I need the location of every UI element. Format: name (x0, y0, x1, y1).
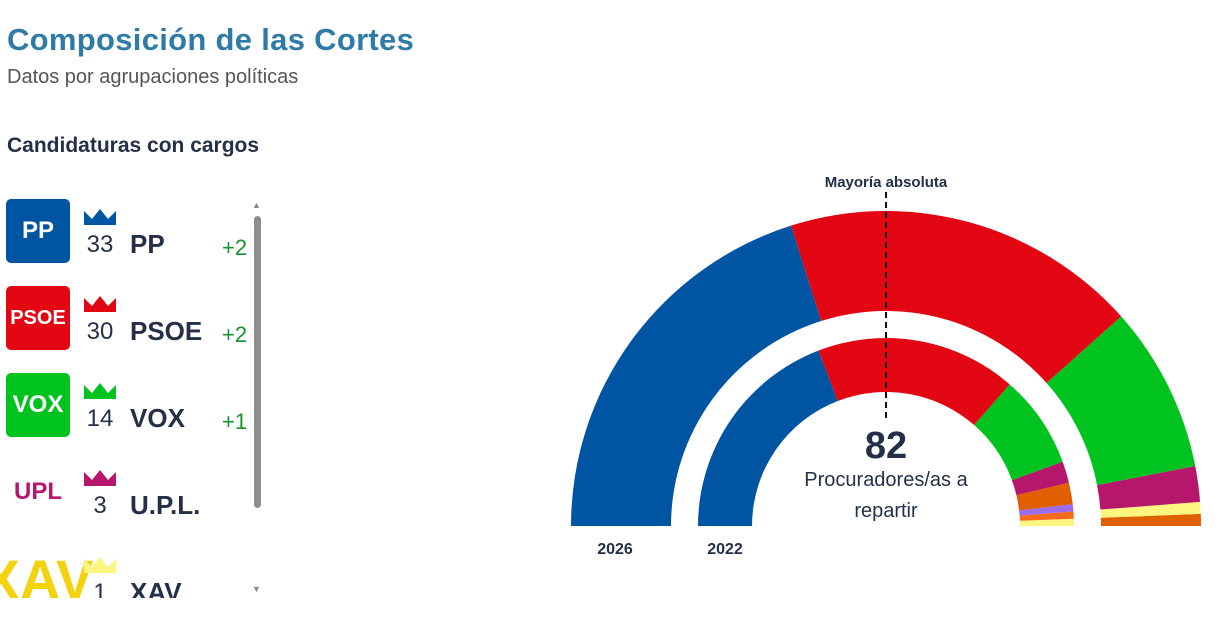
page-title: Composición de las Cortes (7, 22, 415, 57)
party-item[interactable]: UPL 3 U.P.L. (6, 460, 256, 526)
ring-label-2026: 2026 (597, 541, 633, 558)
scroll-down-icon[interactable]: ▼ (252, 584, 261, 594)
crown-icon (84, 383, 116, 399)
segment-2022-xav (1019, 518, 1074, 526)
segment-2026-xav (1100, 501, 1201, 518)
center-label-1: Procuradores/as a (804, 469, 968, 491)
scrollbar-thumb[interactable] (254, 216, 261, 508)
party-logo: UPL (14, 478, 62, 505)
party-list[interactable]: PP 33 PP +2 PSOE 30 PSOE +2 VOX 14 VOX +1 U… (0, 196, 265, 598)
party-name: XAV (130, 577, 182, 598)
party-logo: VOX (6, 373, 70, 437)
segment-2026-pp (571, 225, 822, 527)
party-item[interactable]: XAV 1 XAV (0, 547, 256, 599)
segment-2022-podemos (1019, 504, 1074, 516)
segment-2022-pp (698, 350, 838, 526)
segment-2022-vox (974, 384, 1063, 481)
party-delta: +2 (222, 235, 248, 260)
page-subtitle: Datos por agrupaciones políticas (7, 66, 299, 88)
party-logo: PP (6, 199, 70, 263)
party-seats: 3 (93, 492, 107, 519)
party-item[interactable]: PSOE 30 PSOE +2 (6, 286, 256, 352)
ring-label-2022: 2022 (707, 541, 743, 558)
majority-label: Mayoría absoluta (825, 174, 948, 191)
crown-icon (84, 557, 116, 573)
segment-2026-soriaya (1100, 513, 1201, 526)
segment-2026-vox (1046, 316, 1196, 486)
segment-2022-psoe (818, 338, 1010, 426)
center-label-2: repartir (854, 500, 918, 522)
party-name: PP (130, 229, 165, 259)
crown-icon (84, 209, 116, 225)
party-seats: 1 (93, 579, 107, 598)
crown-icon (84, 296, 116, 312)
party-seats: 14 (86, 405, 114, 432)
segment-2022-upl (1011, 461, 1069, 496)
party-name: VOX (130, 403, 185, 433)
party-delta: +2 (222, 322, 248, 347)
list-heading: Candidaturas con cargos (7, 134, 260, 157)
crown-icon (84, 470, 116, 486)
segment-2022-cs (1019, 511, 1074, 521)
segment-2022-soriaya (1016, 482, 1073, 511)
party-delta: +1 (222, 409, 248, 434)
party-name: PSOE (130, 316, 203, 346)
party-seats: 30 (86, 318, 114, 345)
segment-2026-upl (1097, 466, 1201, 510)
party-seats: 33 (86, 231, 114, 258)
segment-2026-psoe (790, 210, 1122, 383)
party-item[interactable]: PP 33 PP +2 (6, 199, 256, 265)
center-value: 82 (865, 425, 907, 467)
scroll-up-icon[interactable]: ▲ (252, 200, 261, 210)
party-logo: XAV (0, 547, 94, 599)
party-logo: PSOE (6, 286, 70, 350)
party-name: U.P.L. (130, 490, 201, 520)
party-item[interactable]: VOX 14 VOX +1 (6, 373, 256, 439)
